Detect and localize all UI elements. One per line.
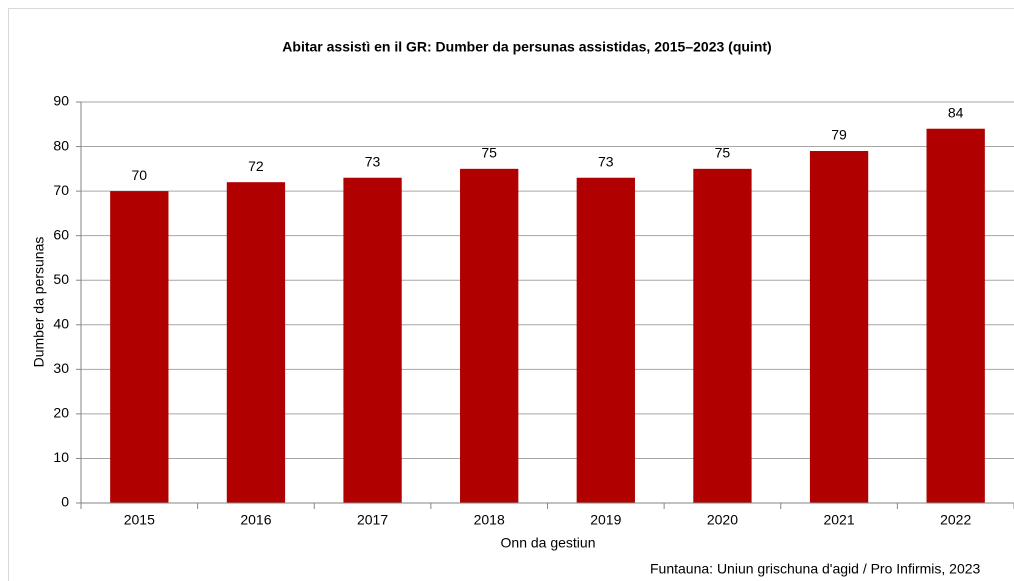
- chart-title: Abitar assistì en il GR: Dumber da persu…: [282, 39, 771, 55]
- x-tick-label: 2019: [590, 512, 621, 528]
- data-label: 73: [598, 153, 614, 169]
- bar: [110, 191, 169, 503]
- x-tick-label: 2017: [357, 512, 388, 528]
- data-label: 79: [831, 127, 847, 143]
- y-axis-label: Dumber da persunas: [31, 237, 47, 368]
- chart-frame: [8, 8, 1014, 581]
- y-tick-label: 60: [53, 226, 69, 242]
- y-tick-label: 90: [53, 93, 69, 109]
- y-tick-label: 30: [53, 360, 69, 376]
- x-tick-label: 2018: [474, 512, 505, 528]
- bar: [926, 128, 985, 503]
- y-tick-label: 20: [53, 405, 69, 421]
- x-tick-label: 2020: [707, 512, 738, 528]
- data-label: 75: [481, 145, 497, 161]
- bar: [460, 168, 519, 504]
- x-tick-label: 2021: [823, 512, 854, 528]
- y-tick-label: 0: [61, 494, 69, 510]
- data-label: 73: [365, 153, 381, 169]
- bar: [693, 168, 752, 504]
- data-label: 75: [715, 145, 731, 161]
- bar: [226, 182, 286, 503]
- bar: [576, 177, 635, 503]
- y-tick-label: 70: [53, 182, 69, 198]
- x-axis-label: Onn da gestiun: [501, 535, 596, 551]
- bar: [809, 151, 869, 503]
- y-tick-label: 50: [53, 271, 69, 287]
- y-tick-label: 10: [53, 449, 69, 465]
- x-tick-label: 2015: [124, 512, 155, 528]
- source-note: Funtauna: Uniun grischuna d'agid / Pro I…: [650, 561, 981, 577]
- data-label: 84: [948, 104, 964, 120]
- y-tick-label: 40: [53, 315, 69, 331]
- x-tick-label: 2022: [940, 512, 971, 528]
- data-label: 72: [248, 158, 264, 174]
- bar: [343, 177, 402, 503]
- x-tick-label: 2016: [240, 512, 271, 528]
- data-label: 70: [132, 167, 148, 183]
- y-tick-label: 80: [53, 137, 69, 153]
